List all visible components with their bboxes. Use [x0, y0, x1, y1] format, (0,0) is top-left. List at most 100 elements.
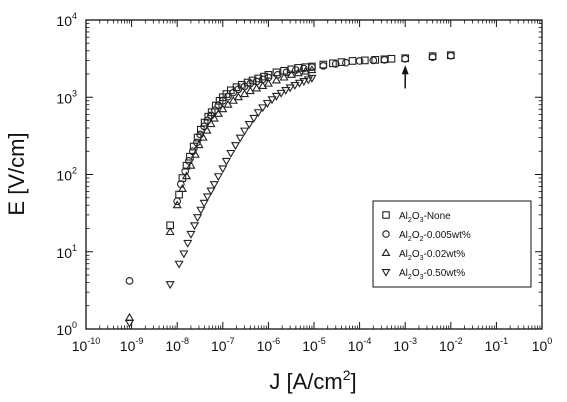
data-point [165, 281, 175, 290]
y-tick-label-base: 10 [56, 13, 72, 29]
legend-label: Al2O3-None [399, 211, 451, 224]
y-tick-label-base: 10 [56, 90, 72, 106]
data-point [124, 319, 135, 328]
data-point [239, 127, 250, 136]
data-point [198, 132, 208, 141]
data-point [258, 81, 268, 89]
axis-ticks [85, 19, 543, 330]
data-point [186, 160, 196, 169]
data-points [124, 51, 455, 328]
data-point [124, 312, 135, 321]
data-point [300, 66, 311, 75]
x-tick-label-exp: -10 [87, 336, 100, 346]
x-tick-label: 100 [532, 336, 553, 354]
legend-marker [381, 248, 391, 256]
x-tick-label-exp: -8 [181, 336, 189, 346]
data-point [244, 121, 254, 129]
x-tick-label: 10-7 [211, 336, 235, 354]
x-tick-label: 10-5 [302, 336, 326, 354]
legend-box [372, 200, 532, 288]
y-tick-label: 100 [56, 320, 77, 338]
y-tick-label-exp: 0 [72, 320, 77, 330]
data-point [213, 108, 223, 117]
x-tick-label-exp: -3 [409, 336, 417, 346]
data-point [218, 96, 227, 105]
y-tick-label-base: 10 [56, 322, 72, 338]
data-point [181, 171, 192, 180]
y-tick-label: 101 [56, 243, 77, 261]
x-tick-label: 10-9 [120, 336, 144, 354]
data-point [285, 84, 295, 93]
x-tick-label-base: 10 [532, 338, 548, 354]
legend-label: Al2O2-0.005wt% [399, 230, 471, 243]
legend-label-part: O [412, 268, 420, 279]
x-tick-label-exp: -2 [455, 336, 463, 346]
x-tick-label-base: 10 [211, 338, 227, 354]
x-tick-label: 10-4 [348, 336, 372, 354]
data-point [177, 184, 187, 192]
data-point [249, 114, 259, 123]
data-point [221, 157, 231, 166]
data-point [258, 104, 268, 113]
arrow-head [401, 65, 409, 75]
data-point [235, 134, 245, 143]
series-2 [124, 65, 317, 321]
x-tick-label-base: 10 [302, 338, 318, 354]
data-point [173, 197, 182, 206]
data-point [183, 239, 193, 248]
y-axis-label: E [V/cm] [4, 132, 29, 215]
data-point [300, 64, 308, 73]
data-point [281, 87, 291, 95]
data-point [186, 230, 196, 239]
data-point [446, 51, 455, 60]
y-tick-label: 103 [56, 88, 77, 106]
data-point [218, 104, 228, 113]
data-point [307, 74, 317, 83]
x-tick-label-exp: -6 [272, 336, 280, 346]
x-tick-label: 10-6 [257, 336, 281, 354]
x-tick-label-exp: -7 [227, 336, 235, 346]
data-point [251, 83, 262, 92]
x-tick-label-base: 10 [257, 338, 273, 354]
x-tick-label-base: 10 [72, 338, 88, 354]
data-point [348, 57, 357, 65]
data-point [125, 277, 134, 285]
x-tick-label-exp: -5 [318, 336, 326, 346]
y-tick-label-base: 10 [56, 245, 72, 261]
data-point [286, 69, 297, 78]
data-point [355, 57, 364, 65]
data-point [271, 75, 282, 84]
legend-label-part: -None [424, 211, 452, 222]
legend-label-part: 2 [408, 255, 412, 262]
y-tick-label-base: 10 [56, 168, 72, 184]
data-point [184, 157, 193, 165]
legend-label-part: O [412, 211, 420, 222]
y-tick-label: 102 [56, 166, 77, 184]
data-point [175, 190, 183, 199]
x-tick-label-base: 10 [439, 338, 455, 354]
legend-label-part: 3 [420, 274, 424, 281]
data-point [387, 54, 396, 63]
x-tick-label-base: 10 [393, 338, 409, 354]
legend-label-part: 2 [408, 274, 412, 281]
x-tick-label-exp: -4 [363, 336, 371, 346]
data-point [279, 72, 289, 81]
data-point [214, 101, 223, 110]
legend-label-part: 2 [408, 217, 412, 224]
legend-label: Al2O3-0.02wt% [399, 249, 465, 262]
tick-labels: 10-10 10-9 10-8 10-7 10-6 10-5 10-4 10-3 10-2 10-… [56, 11, 552, 354]
data-point [360, 56, 369, 65]
x-tick-label-base: 10 [165, 338, 181, 354]
data-point [369, 56, 378, 65]
data-point [329, 59, 337, 68]
x-axis-label-sup: 2 [343, 367, 351, 383]
data-point [202, 125, 212, 134]
data-point [174, 260, 184, 269]
data-point [264, 70, 273, 79]
data-point [380, 55, 389, 64]
data-point [230, 142, 241, 151]
y-tick-label-exp: 1 [72, 243, 77, 253]
x-tick-label-base: 10 [485, 338, 501, 354]
x-axis-label-base: J [A/cm [269, 369, 342, 394]
